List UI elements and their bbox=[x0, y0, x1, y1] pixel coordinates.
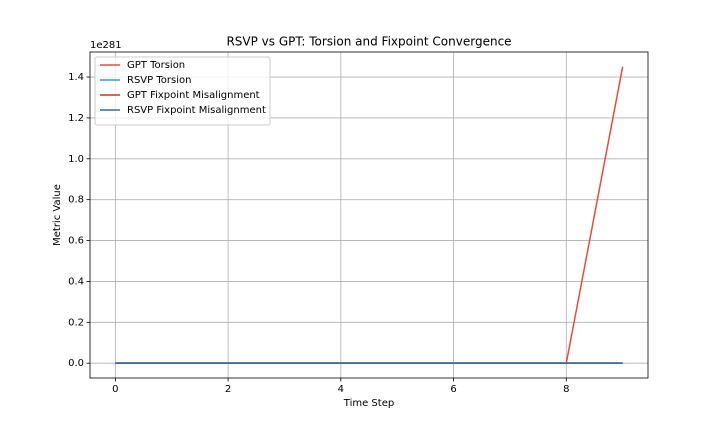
y-axis-label: Metric Value bbox=[52, 184, 63, 246]
x-tick-label: 6 bbox=[450, 384, 456, 395]
y-tick-label: 0.8 bbox=[68, 195, 84, 206]
y-tick-label: 1.0 bbox=[68, 154, 84, 165]
x-tick-label: 4 bbox=[338, 384, 344, 395]
legend: GPT Torsion RSVP Torsion GPT Fixpoint Misa… bbox=[94, 56, 271, 126]
y-tick-label: 0.6 bbox=[68, 236, 84, 247]
chart-title: RSVP vs GPT: Torsion and Fixpoint Conver… bbox=[226, 35, 511, 49]
y-tick-label: 0.2 bbox=[68, 317, 84, 328]
x-tick-label: 8 bbox=[563, 384, 569, 395]
y-tick-label: 0.0 bbox=[68, 358, 84, 369]
legend-label: GPT Torsion bbox=[127, 60, 185, 71]
legend-box bbox=[94, 56, 271, 126]
legend-label: RSVP Fixpoint Misalignment bbox=[127, 105, 266, 116]
legend-label: RSVP Torsion bbox=[127, 75, 191, 86]
legend-label: GPT Fixpoint Misalignment bbox=[127, 90, 260, 101]
axes-frame bbox=[89, 51, 649, 379]
x-tick-label: 2 bbox=[225, 384, 231, 395]
y-tick-label: 0.4 bbox=[68, 276, 84, 287]
x-axis-label: Time Step bbox=[343, 398, 394, 409]
y-offset-label: 1e281 bbox=[90, 40, 122, 51]
x-tick-label: 0 bbox=[112, 384, 118, 395]
y-tick-label: 1.4 bbox=[68, 72, 84, 83]
y-tick-label: 1.2 bbox=[68, 113, 84, 124]
